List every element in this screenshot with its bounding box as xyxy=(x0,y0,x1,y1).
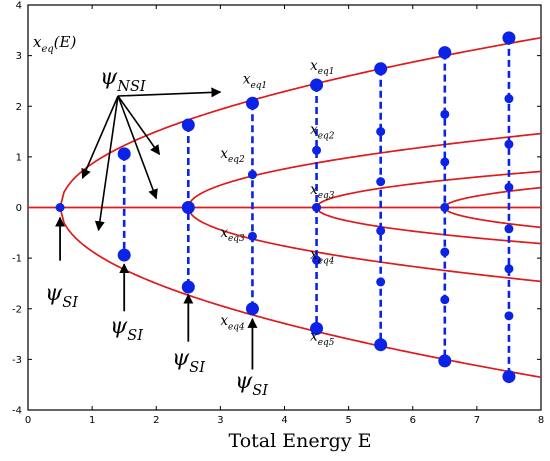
small-equilibrium-marker xyxy=(504,264,514,274)
y-tick-label: -1 xyxy=(12,254,22,265)
x-tick-label: 3 xyxy=(217,415,223,426)
x-tick-label: 4 xyxy=(281,415,287,426)
xeq-branch-label: xeq4 xyxy=(310,247,335,266)
small-equilibrium-marker xyxy=(312,255,322,265)
small-equilibrium-marker xyxy=(504,94,514,104)
large-equilibrium-marker xyxy=(502,370,516,384)
equilibrium-branch-curve xyxy=(59,207,542,379)
small-equilibrium-marker xyxy=(504,182,514,192)
branch-point-marker xyxy=(312,203,322,212)
psi-nsi-arrow xyxy=(117,95,161,156)
large-equilibrium-marker xyxy=(181,118,195,132)
curve-layer xyxy=(28,36,542,379)
branch-point-marker xyxy=(440,203,450,212)
psi-si-label: ψSI xyxy=(45,281,78,311)
large-equilibrium-marker xyxy=(245,96,259,110)
y-tick-label: 3 xyxy=(16,51,22,62)
annotation-layer: xeq(E) ψNSI ψSI ψSI ψSI ψSI xeq1 xeq1 xeq2 xeq2 xe… xyxy=(33,33,335,399)
x-tick-label: 8 xyxy=(538,415,544,426)
small-equilibrium-marker xyxy=(440,295,450,305)
large-equilibrium-marker xyxy=(310,78,324,92)
large-equilibrium-marker xyxy=(117,248,131,262)
xeq-branch-label: xeq2 xyxy=(220,146,245,165)
psi-si-label: ψSI xyxy=(172,346,205,376)
psi-nsi-arrow xyxy=(117,95,158,200)
xeq-branch-label: xeq2 xyxy=(310,122,335,141)
y-tick-label: 2 xyxy=(16,102,22,113)
psi-si-label: ψSI xyxy=(235,369,268,399)
psi-nsi-arrow xyxy=(94,95,119,232)
psi-si-label: ψSI xyxy=(110,314,143,344)
xeq-branch-label: xeq1 xyxy=(310,58,334,77)
large-equilibrium-marker xyxy=(374,62,388,76)
small-equilibrium-marker xyxy=(376,177,386,187)
small-equilibrium-marker xyxy=(440,247,450,257)
small-equilibrium-marker xyxy=(312,145,322,155)
large-equilibrium-marker xyxy=(438,354,452,368)
branch-point-marker xyxy=(55,203,65,212)
x-axis-title: Total Energy E xyxy=(229,430,372,452)
small-equilibrium-marker xyxy=(440,109,450,119)
x-tick-label: 7 xyxy=(474,415,480,426)
small-equilibrium-marker xyxy=(440,157,450,167)
y-tick-label: -4 xyxy=(12,406,22,417)
psi-nsi-arrow xyxy=(117,87,222,98)
xeq-branch-label: xeq1 xyxy=(243,71,267,90)
large-equilibrium-marker xyxy=(374,338,388,352)
large-equilibrium-marker xyxy=(438,46,452,60)
xeq-axis-annotation: xeq(E) xyxy=(33,33,76,55)
small-equilibrium-marker xyxy=(376,277,386,287)
small-equilibrium-marker xyxy=(504,311,514,321)
equilibrium-branch-curve xyxy=(187,132,542,208)
large-equilibrium-marker xyxy=(181,280,195,294)
small-equilibrium-marker xyxy=(504,224,514,234)
equilibrium-branch-curve xyxy=(315,170,542,208)
small-equilibrium-marker xyxy=(247,170,257,180)
x-tick-label: 2 xyxy=(153,415,159,426)
xeq-branch-label: xeq3 xyxy=(220,225,245,244)
large-equilibrium-marker xyxy=(502,31,516,45)
large-equilibrium-marker xyxy=(310,321,324,335)
y-tick-label: -2 xyxy=(12,304,22,315)
x-tick-label: 0 xyxy=(25,415,31,426)
small-equilibrium-marker xyxy=(247,231,257,241)
y-tick-label: 1 xyxy=(16,152,22,163)
small-equilibrium-marker xyxy=(376,127,386,137)
y-tick-label: -3 xyxy=(12,355,22,366)
y-tick-label: 4 xyxy=(16,1,22,12)
x-tick-label: 5 xyxy=(345,415,351,426)
x-tick-label: 1 xyxy=(89,415,95,426)
tick-layer: 0 1 2 3 4 5 6 7 8 -4 -3 -2 -1 0 1 2 3 4 xyxy=(12,1,544,427)
large-equilibrium-marker xyxy=(245,302,259,316)
equilibrium-branch-curve xyxy=(444,186,542,208)
x-tick-label: 6 xyxy=(410,415,416,426)
xeq-branch-label: xeq4 xyxy=(220,313,245,332)
equilibrium-branch-curve xyxy=(59,36,542,208)
xeq-branch-label: xeq3 xyxy=(310,182,335,201)
equilibrium-branch-curve xyxy=(444,207,542,229)
large-equilibrium-marker xyxy=(117,147,131,161)
equilibrium-branch-curve xyxy=(187,207,542,283)
xeq-branch-label: xeq5 xyxy=(310,329,335,348)
small-equilibrium-marker xyxy=(504,139,514,149)
small-equilibrium-marker xyxy=(376,226,386,236)
marker-layer xyxy=(55,31,516,384)
branch-point-marker xyxy=(183,203,193,212)
equilibrium-branch-curve xyxy=(315,207,542,245)
y-tick-label: 0 xyxy=(16,203,22,214)
psi-nsi-label: ψNSI xyxy=(100,65,146,95)
psi-nsi-arrow xyxy=(81,95,119,180)
